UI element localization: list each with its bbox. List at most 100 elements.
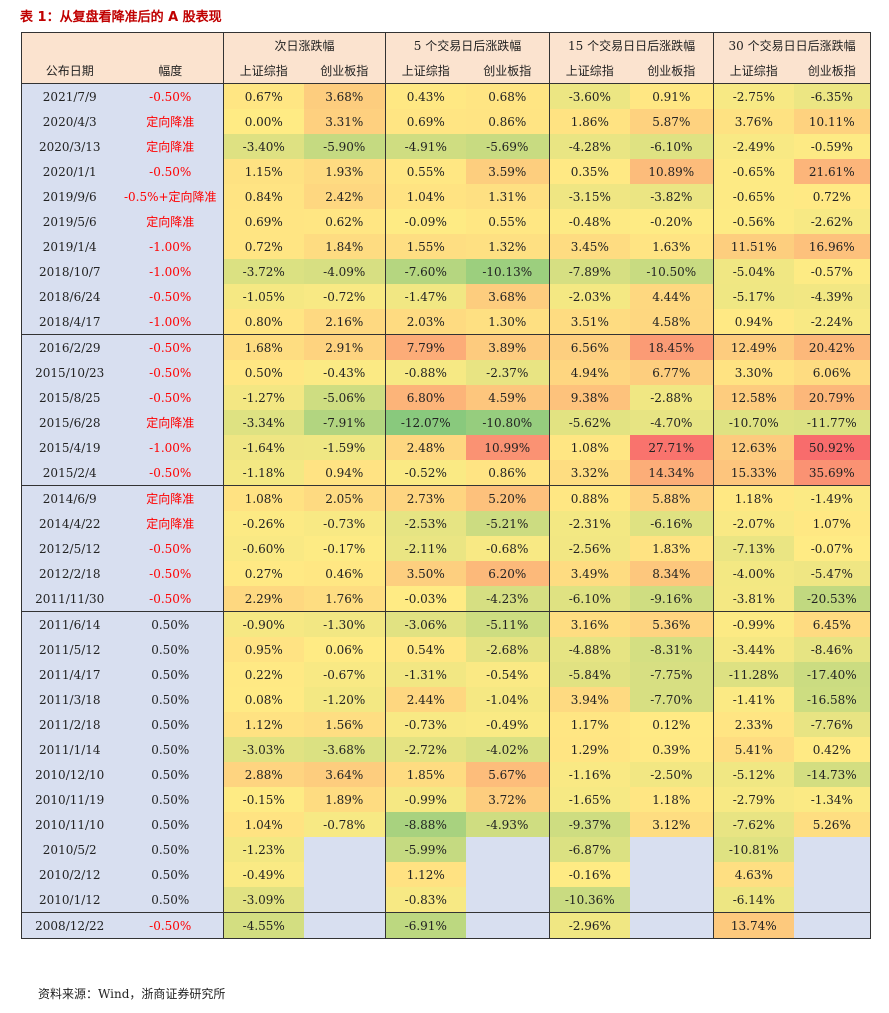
cell-chinext-index: 10.99% [465, 435, 550, 460]
cell-sh-index: 1.12% [385, 862, 466, 887]
cell-sh-index: -0.56% [713, 209, 794, 234]
cell-sh-index: 1.08% [549, 435, 630, 460]
cell-magnitude: -0.50% [117, 159, 224, 184]
cell-date: 2010/1/12 [21, 887, 118, 913]
cell-date: 2015/6/28 [21, 410, 118, 435]
cell-chinext-index: 4.58% [629, 309, 714, 335]
cell-chinext-index: -0.49% [465, 712, 550, 737]
cell-chinext-index: 10.89% [629, 159, 714, 184]
cell-date: 2020/3/13 [21, 134, 118, 159]
cell-sh-index: 0.55% [385, 159, 466, 184]
cell-magnitude: 0.50% [117, 611, 224, 637]
cell-sh-index: 11.51% [713, 234, 794, 259]
cell-chinext-index: 6.20% [465, 561, 550, 586]
cell-sh-index: 12.58% [713, 385, 794, 410]
cell-sh-index: 1.12% [223, 712, 304, 737]
cell-chinext-index: 0.68% [465, 83, 550, 109]
cell-chinext-index [629, 837, 714, 862]
cell-sh-index: -5.04% [713, 259, 794, 284]
table-row: 2015/8/25 -0.50% -1.27% -5.06% 6.80% 4.59% 9.3… [21, 385, 872, 410]
table-row: 2015/10/23 -0.50% 0.50% -0.43% -0.88% -2.37% 4… [21, 360, 872, 385]
cell-magnitude: -0.50% [117, 460, 224, 486]
cell-chinext-index: -1.34% [793, 787, 872, 812]
cell-chinext-index: -6.10% [629, 134, 714, 159]
cell-sh-index: -3.15% [549, 184, 630, 209]
cell-magnitude: -0.50% [117, 334, 224, 360]
cell-sh-index: -4.88% [549, 637, 630, 662]
cell-chinext-index: 6.77% [629, 360, 714, 385]
cell-sh-index: 0.88% [549, 485, 630, 511]
cell-chinext-index: 0.94% [303, 460, 386, 486]
cell-sh-index: 12.63% [713, 435, 794, 460]
cell-date: 2011/11/30 [21, 586, 118, 612]
cell-chinext-index: -6.35% [793, 83, 872, 109]
source-note: 资料来源：Wind，浙商证券研究所 [38, 987, 226, 1001]
cell-sh-index: -0.49% [223, 862, 304, 887]
cell-sh-index: 0.72% [223, 234, 304, 259]
table-row: 2008/12/22 -0.50% -4.55% -6.91% -2.96% 13.74% [21, 912, 872, 939]
table-row: 2010/1/12 0.50% -3.09% -0.83% -10.36% -6.14% [21, 887, 872, 913]
cell-chinext-index: 0.12% [629, 712, 714, 737]
cell-sh-index: 3.32% [549, 460, 630, 486]
cell-sh-index: -3.09% [223, 887, 304, 913]
cell-date: 2011/2/18 [21, 712, 118, 737]
cell-sh-index: -0.83% [385, 887, 466, 913]
cell-sh-index: -10.81% [713, 837, 794, 862]
table-row: 2018/4/17 -1.00% 0.80% 2.16% 2.03% 1.30% 3.51%… [21, 309, 872, 335]
cell-sh-index: -0.26% [223, 511, 304, 536]
cell-sh-index: 1.08% [223, 485, 304, 511]
table-row: 2020/1/1 -0.50% 1.15% 1.93% 0.55% 3.59% 0.35% 1… [21, 159, 872, 184]
cell-date: 2010/5/2 [21, 837, 118, 862]
cell-sh-index: -0.09% [385, 209, 466, 234]
cell-sh-index: 1.04% [385, 184, 466, 209]
group-5-day: 5 个交易日后涨跌幅 [385, 32, 550, 58]
cell-chinext-index: 5.20% [465, 485, 550, 511]
cell-chinext-index: -5.06% [303, 385, 386, 410]
cell-sh-index: -7.89% [549, 259, 630, 284]
table-row: 2020/3/13 定向降准 -3.40% -5.90% -4.91% -5.69% -4.… [21, 134, 872, 159]
col-header-chinext-index: 创业板指 [793, 58, 872, 84]
cell-chinext-index: 1.76% [303, 586, 386, 612]
cell-sh-index: -0.73% [385, 712, 466, 737]
cell-magnitude: 0.50% [117, 737, 224, 762]
cell-magnitude: 定向降准 [117, 134, 224, 159]
cell-chinext-index: -0.57% [793, 259, 872, 284]
header-corner [21, 32, 224, 58]
cell-sh-index: -6.87% [549, 837, 630, 862]
cell-chinext-index [465, 912, 550, 939]
cell-sh-index: 4.63% [713, 862, 794, 887]
cell-date: 2021/7/9 [21, 83, 118, 109]
table-row: 2019/5/6 定向降准 0.69% 0.62% -0.09% 0.55% -0.48% -… [21, 209, 872, 234]
cell-chinext-index: -7.91% [303, 410, 386, 435]
cell-magnitude: 定向降准 [117, 410, 224, 435]
cell-sh-index: -1.64% [223, 435, 304, 460]
cell-sh-index: -5.99% [385, 837, 466, 862]
cell-sh-index: -11.28% [713, 662, 794, 687]
cell-sh-index: -3.06% [385, 611, 466, 637]
cell-chinext-index: -10.13% [465, 259, 550, 284]
cell-chinext-index: -14.73% [793, 762, 872, 787]
cell-sh-index: -8.88% [385, 812, 466, 837]
cell-chinext-index: 1.18% [629, 787, 714, 812]
cell-chinext-index: 4.59% [465, 385, 550, 410]
cell-chinext-index: -11.77% [793, 410, 872, 435]
cell-sh-index: -3.40% [223, 134, 304, 159]
cell-sh-index: -0.65% [713, 184, 794, 209]
cell-date: 2014/6/9 [21, 485, 118, 511]
cell-sh-index: -6.14% [713, 887, 794, 913]
cell-date: 2010/2/12 [21, 862, 118, 887]
cell-sh-index: 5.41% [713, 737, 794, 762]
cell-sh-index: -5.62% [549, 410, 630, 435]
cell-sh-index: 3.51% [549, 309, 630, 335]
cell-sh-index: 0.95% [223, 637, 304, 662]
cell-chinext-index: 1.07% [793, 511, 872, 536]
cell-sh-index: 2.73% [385, 485, 466, 511]
cell-magnitude: 0.50% [117, 862, 224, 887]
cell-chinext-index: 0.42% [793, 737, 872, 762]
cell-sh-index: -6.91% [385, 912, 466, 939]
cell-magnitude: -0.50% [117, 586, 224, 612]
table-row: 2010/11/10 0.50% 1.04% -0.78% -8.88% -4.93% -9… [21, 812, 872, 837]
cell-sh-index: -2.07% [713, 511, 794, 536]
cell-chinext-index: -2.24% [793, 309, 872, 335]
cell-sh-index: 2.33% [713, 712, 794, 737]
